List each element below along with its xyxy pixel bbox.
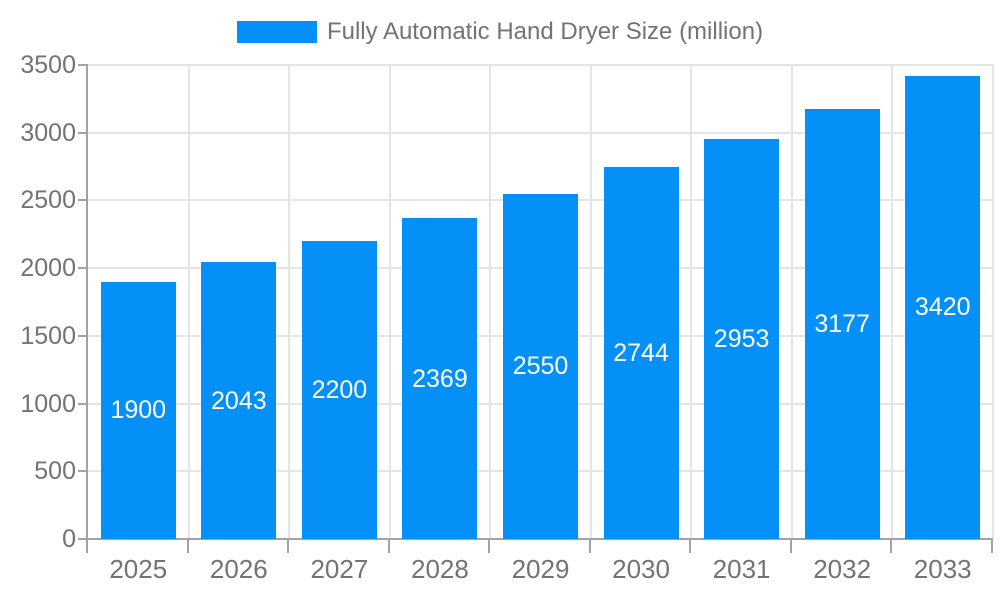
- x-tick-mark: [991, 540, 993, 553]
- y-tick-mark: [78, 538, 86, 540]
- x-tick-label: 2025: [109, 554, 168, 584]
- legend-label: Fully Automatic Hand Dryer Size (million…: [326, 18, 764, 45]
- x-tick-mark: [287, 540, 290, 553]
- y-tick-label: 1500: [20, 321, 76, 350]
- y-tick-mark: [78, 402, 86, 405]
- bar: [603, 167, 679, 539]
- y-tick-label: 3000: [20, 118, 76, 147]
- bar: [704, 139, 780, 539]
- legend-swatch: [236, 21, 317, 43]
- gridline-vertical: [992, 65, 994, 539]
- bar-value-label: 2043: [211, 386, 267, 415]
- bar: [905, 75, 981, 539]
- x-tick-mark: [488, 540, 491, 553]
- bar-value-label: 2550: [512, 352, 569, 381]
- gridline-vertical: [690, 65, 693, 539]
- bar-value-label: 2744: [613, 339, 669, 368]
- x-tick-label: 2033: [913, 554, 972, 584]
- bar-value-label: 2953: [713, 325, 770, 354]
- bar-value-label: 1900: [110, 396, 167, 425]
- bar-value-label: 2200: [311, 376, 368, 405]
- y-tick-mark: [78, 199, 86, 202]
- gridline-vertical: [489, 65, 492, 539]
- gridline-vertical: [187, 65, 190, 539]
- bar: [201, 262, 277, 539]
- gridline-vertical: [589, 65, 592, 539]
- x-tick-mark: [588, 540, 591, 553]
- y-tick-mark: [78, 334, 86, 337]
- legend: Fully Automatic Hand Dryer Size (million…: [0, 14, 1000, 50]
- x-tick-label: 2030: [612, 554, 670, 584]
- x-tick-mark: [689, 540, 692, 553]
- x-tick-mark: [387, 540, 390, 553]
- y-tick-label: 0: [62, 525, 76, 553]
- bar-value-label: 3177: [814, 309, 870, 338]
- y-tick-label: 1000: [20, 389, 76, 418]
- gridline-vertical: [288, 65, 291, 539]
- x-tick-label: 2027: [310, 554, 369, 584]
- bar: [301, 241, 377, 539]
- gridline-vertical: [388, 65, 391, 539]
- y-tick-label: 500: [34, 457, 76, 486]
- bar: [503, 193, 578, 539]
- y-tick-mark: [78, 64, 86, 66]
- x-tick-mark: [186, 540, 189, 553]
- x-tick-mark: [86, 540, 88, 553]
- x-tick-mark: [789, 540, 792, 553]
- gridline-horizontal: [88, 64, 993, 66]
- gridline-horizontal: [88, 131, 993, 134]
- x-tick-label: 2028: [411, 554, 469, 584]
- bar-value-label: 3420: [914, 293, 971, 322]
- x-tick-label: 2029: [511, 554, 570, 584]
- x-axis-line: [86, 538, 993, 540]
- x-tick-label: 2026: [209, 554, 268, 584]
- y-tick-mark: [78, 267, 86, 270]
- gridline-vertical: [891, 65, 894, 539]
- y-tick-label: 2500: [20, 186, 76, 215]
- x-tick-label: 2031: [712, 554, 771, 584]
- bar: [402, 218, 478, 539]
- gridline-vertical: [790, 65, 793, 539]
- bar: [100, 281, 176, 539]
- bar: [804, 108, 880, 539]
- y-tick-label: 3500: [20, 51, 76, 79]
- y-axis-line: [86, 64, 88, 553]
- y-tick-label: 2000: [20, 254, 76, 283]
- x-tick-mark: [890, 540, 893, 553]
- y-tick-mark: [78, 470, 86, 473]
- y-tick-mark: [78, 131, 86, 134]
- bar-value-label: 2369: [412, 364, 468, 393]
- x-tick-label: 2032: [813, 554, 872, 584]
